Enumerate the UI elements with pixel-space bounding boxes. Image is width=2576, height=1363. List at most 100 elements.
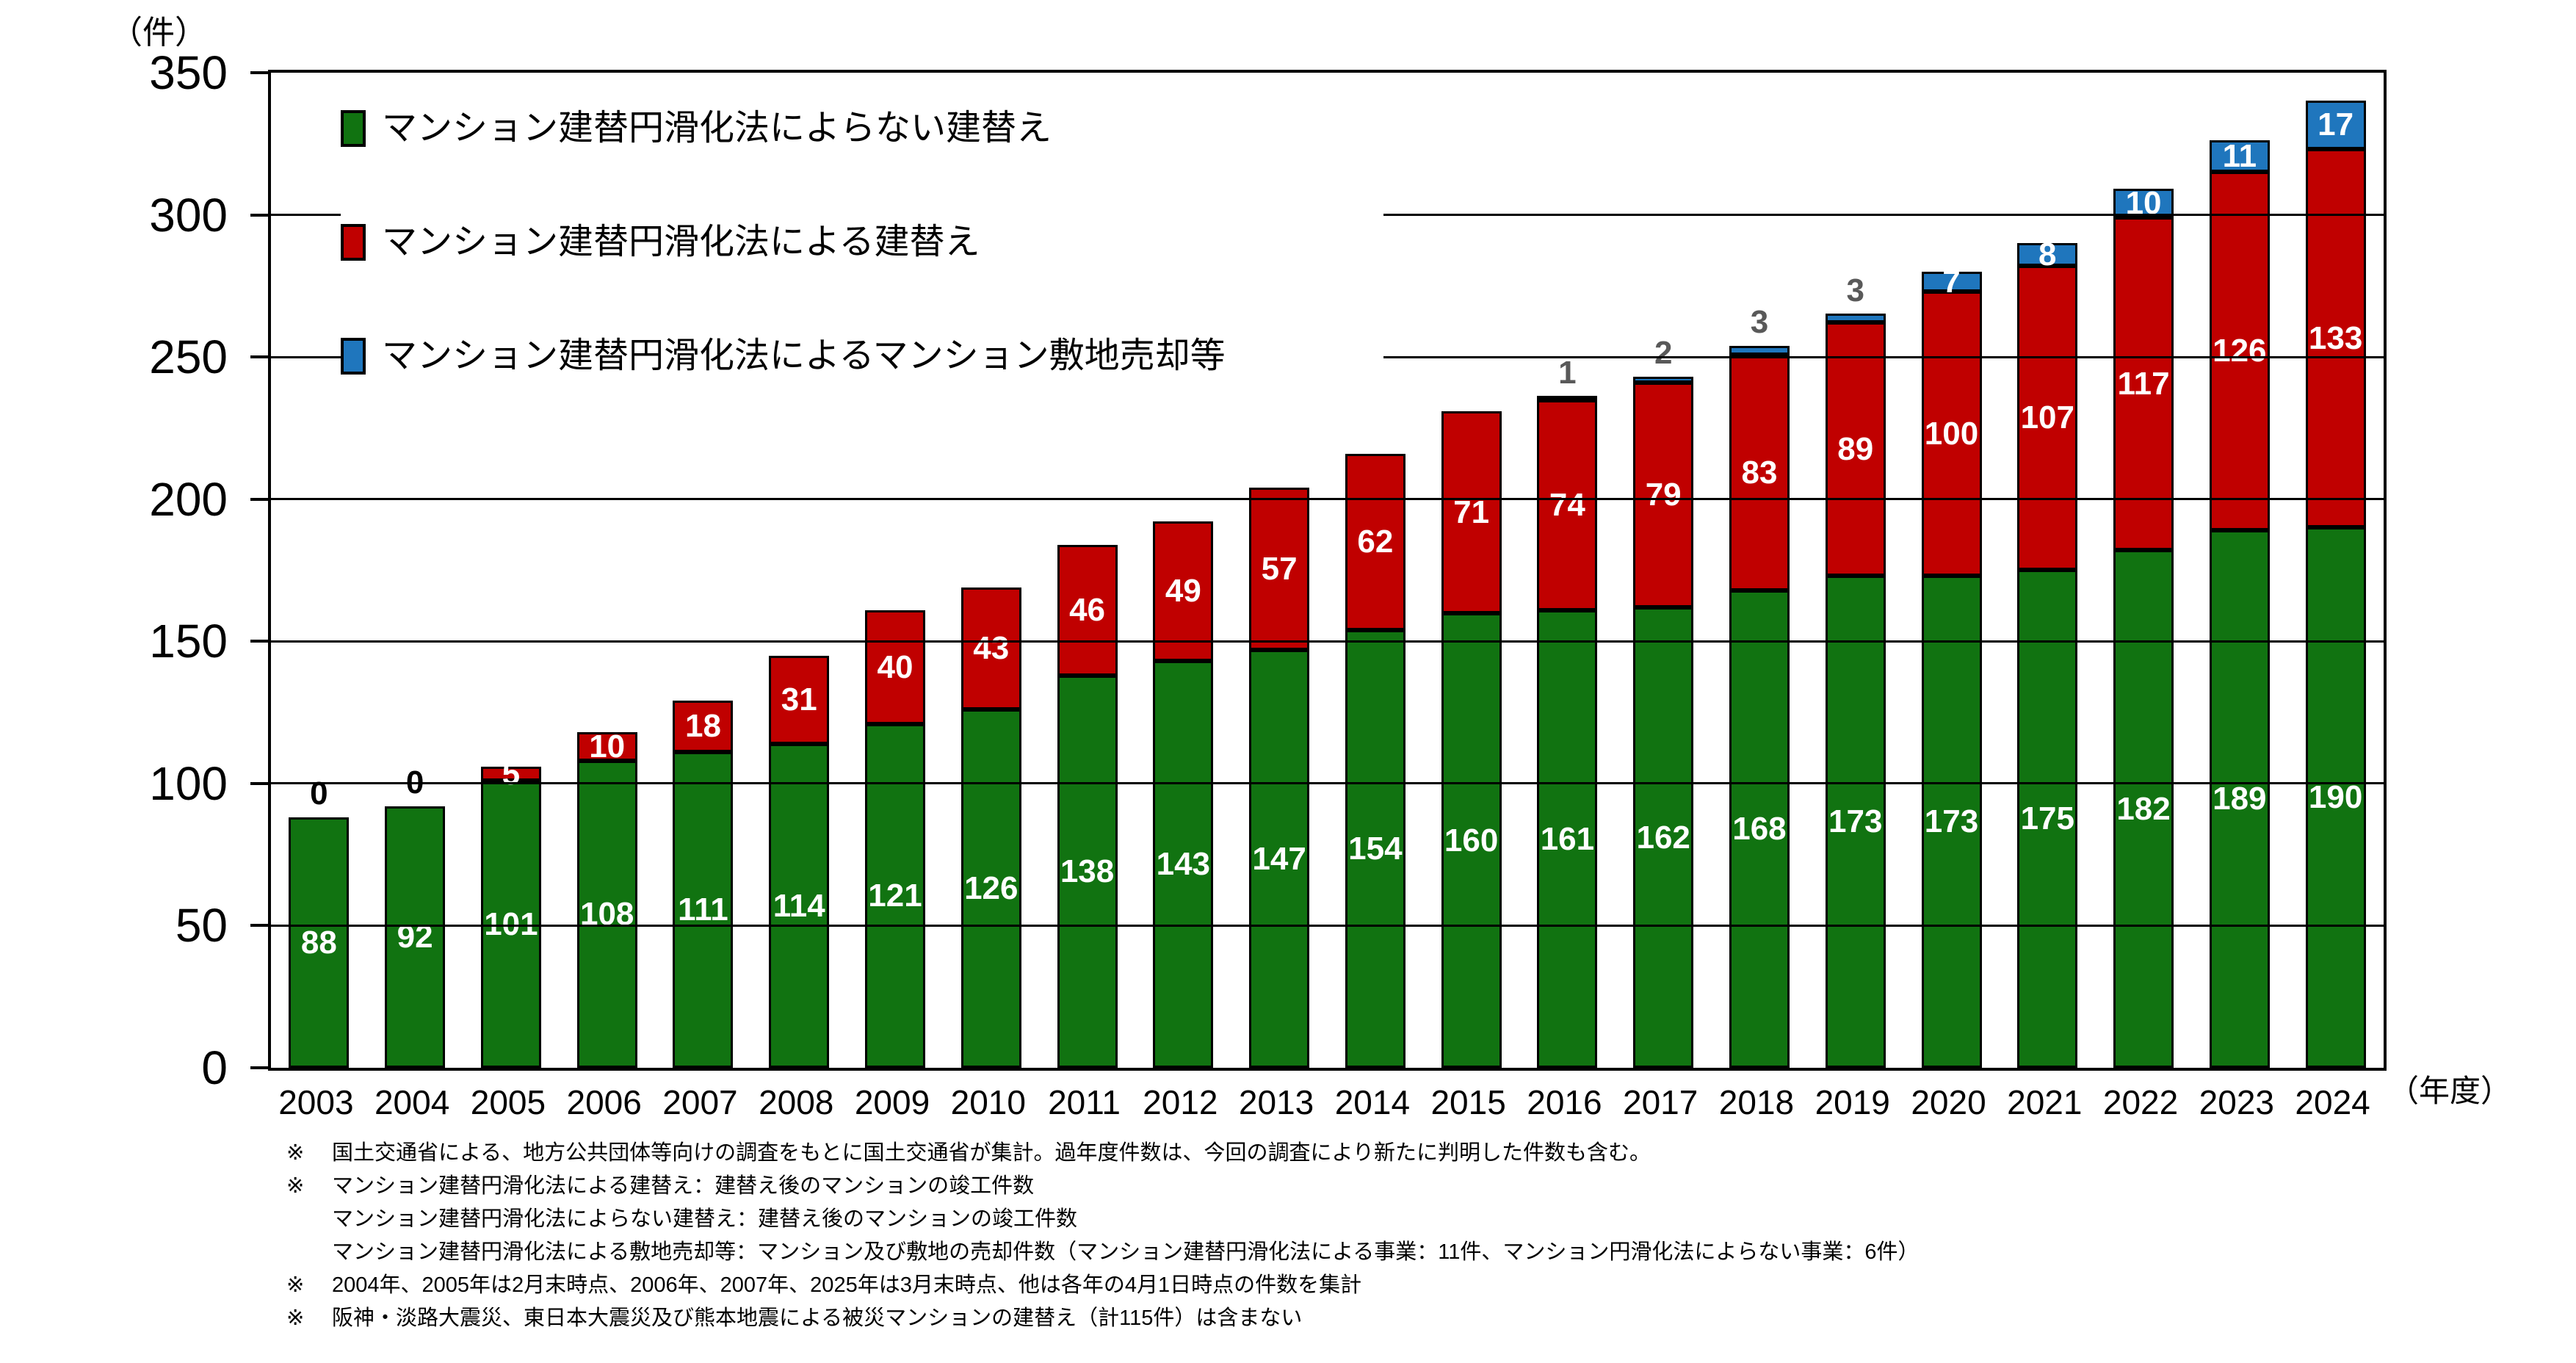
bar-segment-2020-s1: 100 [1921, 292, 1982, 576]
footnote-text: 2004年、2005年は2月末時点、2006年、2007年、2025年は3月末時… [332, 1273, 1362, 1297]
footnote-text: 阪神・淡路大震災、東日本大震災及び熊本地震による被災マンションの建替え（計115… [332, 1306, 1303, 1330]
bar-group-2012: 143 49 [1135, 73, 1231, 1068]
y-axis-tick [250, 213, 268, 217]
bar-group-2023: 189 126 11 [2191, 73, 2287, 1068]
y-axis-tick [250, 781, 268, 785]
x-axis-label-2024: 2024 [2295, 1083, 2370, 1121]
legend-label-1: マンション建替円滑化法による建替え [382, 223, 980, 261]
bar-value-label-above: 2 [1654, 335, 1673, 372]
bar-segment-2006-s1: 10 [576, 730, 637, 762]
legend-swatch-2 [341, 338, 366, 375]
bar-value-label: 83 [1741, 454, 1778, 491]
bar-stack-2017: 162 79 [1633, 377, 1694, 1068]
y-axis-tick [250, 640, 268, 643]
footnote-line-1: ※ 国土交通省による、地方公共団体等向けの調査をもとに国土交通省が集計。過年度件数… [286, 1137, 1920, 1170]
bar-value-label: 175 [2020, 800, 2074, 836]
footnote-text: 国土交通省による、地方公共団体等向けの調査をもとに国土交通省が集計。過年度件数は… [332, 1141, 1651, 1165]
bar-segment-2020-s2: 7 [1921, 265, 1982, 297]
bar-segment-2005-s1: 5 [480, 757, 541, 789]
bar-value-label: 74 [1549, 487, 1585, 523]
bar-group-2007: 111 18 [655, 73, 751, 1068]
bar-group-2019: 173 89 3 [1807, 73, 1903, 1068]
y-axis-tick [250, 355, 268, 359]
x-axis-unit-label: （年度） [2388, 1074, 2512, 1108]
bar-stack-2004: 92 [385, 806, 446, 1068]
bar-segment-2020-s0: 173 [1921, 576, 1982, 1068]
bar-value-label-above: 3 [1750, 303, 1769, 340]
bar-stack-2015: 160 71 [1441, 411, 1502, 1068]
footnote-line-5: ※ 2004年、2005年は2月末時点、2006年、2007年、2025年は3月末… [286, 1269, 1920, 1302]
bar-group-2017: 162 79 2 [1616, 73, 1712, 1068]
bar-segment-2023-s2: 11 [2209, 140, 2270, 172]
bar-segment-2003-s0: 88 [289, 817, 350, 1068]
bar-value-label: 189 [2213, 781, 2267, 817]
gridline-200 [271, 498, 2384, 501]
legend-swatch-0 [341, 110, 366, 147]
x-axis-label-2007: 2007 [662, 1083, 738, 1121]
bar-segment-2012-s0: 143 [1153, 661, 1214, 1068]
footnote-line-6: ※ 阪神・淡路大震災、東日本大震災及び熊本地震による被災マンションの建替え（計11… [286, 1302, 1920, 1335]
bar-segment-2021-s0: 175 [2017, 570, 2078, 1068]
x-axis-label-2010: 2010 [950, 1083, 1026, 1121]
x-axis-label-2014: 2014 [1334, 1083, 1411, 1121]
bar-segment-2015-s0: 160 [1441, 613, 1502, 1068]
x-axis-label-2005: 2005 [470, 1083, 546, 1121]
y-tick-label-150: 150 [149, 615, 228, 668]
bar-segment-2005-s0: 101 [480, 781, 541, 1068]
bar-value-label: 49 [1165, 573, 1201, 609]
bar-value-label: 88 [300, 924, 337, 961]
bar-value-label-above: 3 [1846, 272, 1864, 309]
bar-stack-2021: 175 107 8 [2017, 238, 2078, 1068]
legend-item-0: マンション建替円滑化法によらない建替え [341, 110, 1383, 147]
bar-value-label: 46 [1069, 592, 1106, 628]
bar-segment-2009-s1: 40 [865, 610, 925, 724]
x-axis-label-2015: 2015 [1430, 1083, 1506, 1121]
bar-segment-2011-s1: 46 [1057, 545, 1118, 676]
bar-stack-2008: 114 31 [769, 656, 830, 1068]
bar-segment-2019-s1: 89 [1825, 322, 1886, 576]
bar-value-label: 143 [1156, 846, 1211, 882]
x-axis-label-2006: 2006 [566, 1083, 642, 1121]
bar-value-label: 160 [1444, 822, 1499, 858]
bar-segment-2015-s1: 71 [1441, 411, 1502, 613]
x-axis-label-2011: 2011 [1048, 1083, 1121, 1121]
legend-label-0: マンション建替円滑化法によらない建替え [382, 109, 1052, 148]
bar-value-label: 168 [1732, 811, 1787, 847]
bar-segment-2023-s1: 126 [2209, 172, 2270, 530]
bar-value-label: 121 [868, 878, 922, 914]
x-axis-label-2019: 2019 [1815, 1083, 1890, 1121]
bar-group-2014: 154 62 [1328, 73, 1424, 1068]
bar-value-label: 79 [1645, 477, 1682, 513]
bar-value-label: 71 [1453, 494, 1490, 530]
bar-segment-2016-s0: 161 [1537, 610, 1598, 1068]
bar-segment-2021-s2: 8 [2017, 238, 2078, 270]
bar-stack-2024: 190 133 17 [2305, 101, 2366, 1068]
bar-value-label: 8 [2038, 236, 2057, 272]
plot-area: マンション建替円滑化法によらない建替え マンション建替円滑化法による建替え マンショ… [268, 70, 2387, 1071]
bar-group-2015: 160 71 [1423, 73, 1519, 1068]
bar-stack-2020: 173 100 7 [1921, 265, 1982, 1068]
x-axis-label-2017: 2017 [1623, 1083, 1698, 1121]
bar-stack-2009: 121 40 [865, 610, 925, 1068]
bar-segment-2017-s2 [1633, 377, 1694, 383]
x-axis-label-2012: 2012 [1143, 1083, 1218, 1121]
bar-value-label: 162 [1636, 819, 1690, 856]
bar-group-2018: 168 83 3 [1712, 73, 1808, 1068]
bar-value-label: 107 [2020, 400, 2074, 435]
footnote-marker [286, 1203, 332, 1236]
bar-group-2011: 138 46 [1039, 73, 1135, 1068]
y-tick-label-0: 0 [201, 1041, 228, 1094]
bar-value-label: 17 [2318, 106, 2354, 142]
bar-segment-2016-s1: 74 [1537, 400, 1598, 610]
y-axis-tick [250, 1066, 268, 1069]
gridline-50 [271, 924, 2384, 927]
footnote-marker: ※ [286, 1174, 305, 1198]
bar-value-label: 18 [684, 708, 721, 744]
bar-group-2013: 147 57 [1231, 73, 1328, 1068]
bar-segment-2022-s0: 182 [2113, 550, 2174, 1068]
bar-value-label: 182 [2116, 790, 2171, 827]
bar-stack-2007: 111 18 [673, 701, 734, 1068]
x-axis-label-2023: 2023 [2199, 1083, 2274, 1121]
x-axis-label-2009: 2009 [854, 1083, 930, 1121]
bar-value-label: 43 [973, 630, 1010, 666]
